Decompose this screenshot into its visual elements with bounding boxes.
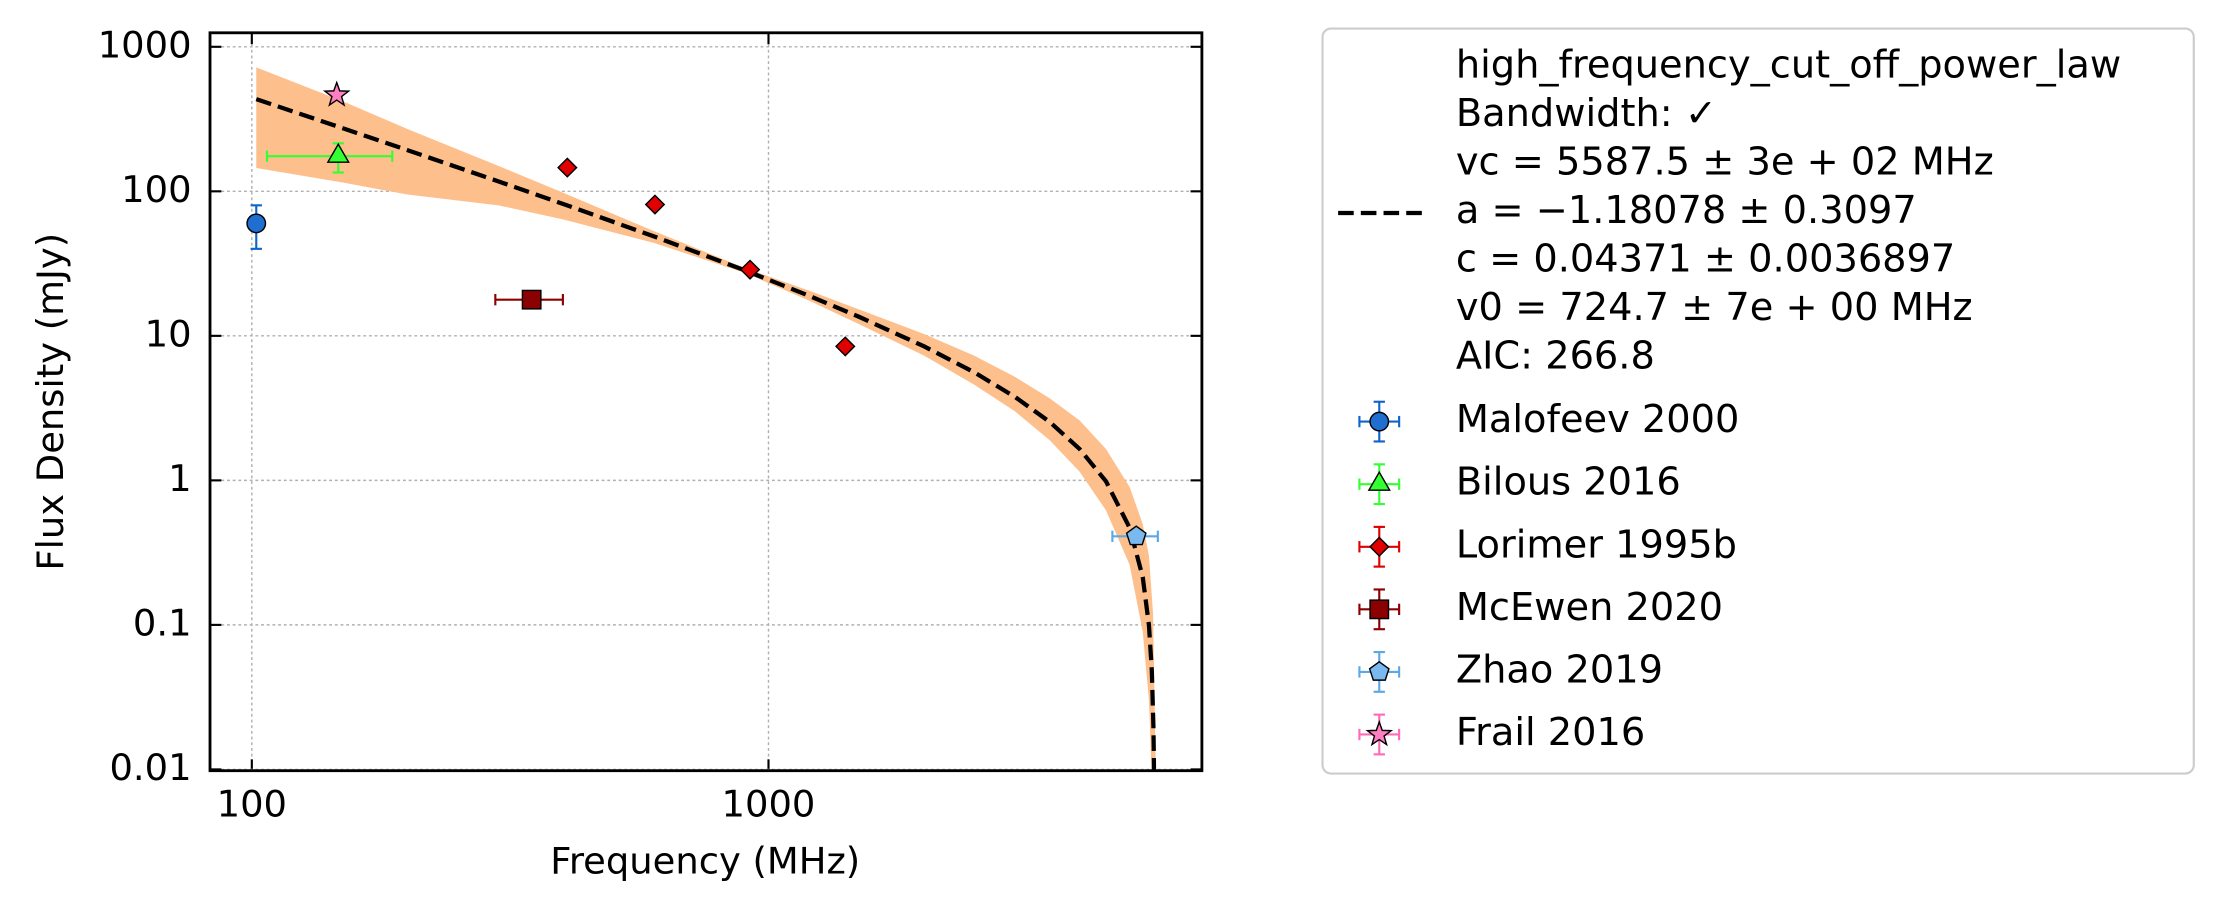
y-axis-label: Flux Density (mJy) [29,233,72,571]
fit-band [256,67,1156,771]
y-tick-label: 1 [168,457,191,500]
legend-text: AIC: 266.8 [1456,334,1655,379]
x-tick-label: 100 [217,783,287,826]
legend-text: high_frequency_cut_off_power_law [1456,42,2121,87]
legend-text: Frail 2016 [1456,710,1645,755]
legend-text: Zhao 2019 [1456,647,1663,692]
legend-text: vc = 5587.5 ± 3e + 02 MHz [1456,139,1994,184]
y-tick-label: 1000 [98,23,192,66]
legend-marker [1369,599,1390,620]
fit-line [255,97,1157,771]
legend-marker [1369,536,1390,557]
marker [521,289,542,310]
y-tick-label: 0.1 [133,601,192,644]
y-tick-label: 0.01 [109,746,191,789]
legend-marker [1369,411,1390,432]
marker [326,142,350,163]
legend-text: McEwen 2020 [1456,585,1723,630]
legend-marker [1365,719,1394,747]
y-tick-label: 100 [121,168,191,211]
plot-frame [208,31,1204,773]
y-tick-label: 10 [145,312,192,355]
legend-text: Bandwidth: ✓ [1456,91,1717,136]
legend-marker [1368,660,1390,681]
marker [644,194,666,215]
legend-text: c = 0.04371 ± 0.0036897 [1456,236,1955,281]
x-tick-label: 1000 [722,783,816,826]
legend-text: a = −1.18078 ± 0.3097 [1456,188,1917,233]
marker [246,213,267,234]
x-axis-label: Frequency (MHz) [550,839,860,882]
legend-text: Malofeev 2000 [1456,397,1739,442]
marker [322,80,351,107]
plot-clip [255,67,1157,771]
legend-marker [1367,470,1391,491]
legend-text: Bilous 2016 [1456,460,1681,505]
marker [557,157,578,178]
legend-text: v0 = 724.7 ± 7e + 00 MHz [1456,285,1973,330]
marker [739,259,761,280]
marker [1125,525,1147,546]
marker [835,336,856,357]
legend-text: Lorimer 1995b [1456,522,1737,567]
legend-box [1321,27,2195,775]
